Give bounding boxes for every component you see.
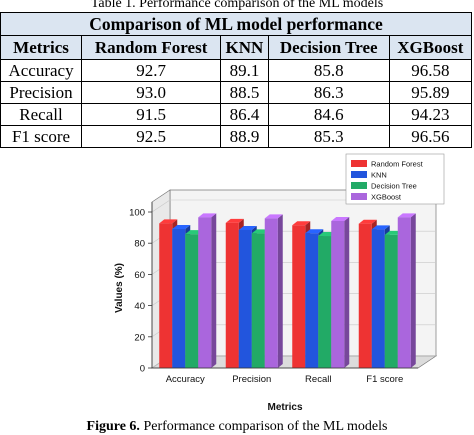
figure-caption-text: Performance comparison of the ML models bbox=[143, 419, 388, 434]
y-tick-label: 20 bbox=[134, 332, 145, 343]
x-tick-label: Precision bbox=[232, 374, 271, 385]
bar-side bbox=[410, 213, 416, 368]
legend-label: KNN bbox=[371, 171, 387, 180]
legend-swatch bbox=[351, 193, 367, 200]
bar-chart: 0 20 40 60 80 100 Accuracy Precision Recall F1 s… bbox=[114, 153, 445, 413]
bar bbox=[198, 213, 217, 368]
bar-side bbox=[211, 213, 217, 368]
legend-label: Decision Tree bbox=[371, 182, 417, 191]
table-row: Recall 91.5 86.4 84.6 94.23 bbox=[0, 103, 473, 126]
bar-top bbox=[172, 225, 191, 230]
bar-top bbox=[225, 218, 244, 223]
legend-swatch bbox=[351, 182, 367, 189]
bar-top bbox=[159, 219, 178, 224]
bar-front bbox=[358, 223, 372, 368]
x-tick-label: Recall bbox=[305, 374, 331, 385]
y-tick-label: 0 bbox=[140, 364, 145, 375]
bar-front bbox=[238, 229, 252, 368]
header-random-forest: Random Forest bbox=[81, 35, 222, 60]
header-xgboost: XGBoost bbox=[388, 35, 473, 60]
header-knn: KNN bbox=[220, 35, 269, 60]
bar-top bbox=[198, 213, 217, 218]
bar bbox=[397, 213, 416, 368]
cell-value: 92.5 bbox=[81, 125, 222, 148]
bar-side bbox=[344, 217, 350, 368]
bar-side bbox=[277, 214, 283, 368]
x-axis-label: Metrics bbox=[267, 402, 302, 413]
cell-value: 88.5 bbox=[220, 81, 269, 104]
cell-value: 86.3 bbox=[267, 81, 390, 104]
bar-front bbox=[264, 218, 278, 368]
bar-front bbox=[371, 229, 385, 368]
cell-value: 88.9 bbox=[220, 125, 269, 148]
cell-value: 85.3 bbox=[267, 125, 390, 148]
y-axis-label: Values (%) bbox=[114, 263, 125, 313]
header-decision-tree: Decision Tree bbox=[267, 35, 390, 60]
bar-front bbox=[397, 217, 411, 368]
bar-front bbox=[198, 217, 212, 368]
y-axis: 0 20 40 60 80 100 bbox=[129, 202, 153, 375]
row-metric: Accuracy bbox=[0, 59, 83, 82]
y-tick-label: 60 bbox=[134, 270, 145, 281]
y-tick-label: 80 bbox=[134, 239, 145, 250]
x-tick-label: F1 score bbox=[366, 374, 403, 385]
bar-front bbox=[172, 229, 186, 368]
bar-front bbox=[251, 233, 265, 368]
legend-label: Random Forest bbox=[371, 160, 424, 169]
chart-legend: Random Forest KNN Decision Tree XGBoost bbox=[345, 153, 445, 205]
bar-top bbox=[397, 213, 416, 218]
x-tick-label: Accuracy bbox=[166, 374, 205, 385]
legend-swatch bbox=[351, 160, 367, 167]
table-row: F1 score 92.5 88.9 85.3 96.56 bbox=[0, 125, 473, 148]
chart-bars bbox=[159, 213, 416, 368]
bar-top bbox=[371, 225, 390, 230]
bar-front bbox=[225, 222, 239, 368]
cell-value: 93.0 bbox=[81, 81, 222, 104]
bar-top bbox=[238, 225, 257, 230]
table-title: Comparison of ML model performance bbox=[0, 12, 472, 36]
cell-value: 95.89 bbox=[388, 81, 473, 104]
cell-value: 89.1 bbox=[220, 59, 269, 82]
header-metrics: Metrics bbox=[0, 35, 83, 60]
row-metric: Precision bbox=[0, 81, 83, 104]
bar-front bbox=[185, 234, 199, 368]
cell-value: 84.6 bbox=[267, 103, 390, 126]
y-tick-label: 40 bbox=[134, 301, 145, 312]
bar-top bbox=[292, 221, 311, 226]
table-caption: Table 1. Performance comparison of the M… bbox=[90, 0, 384, 11]
table-row: Precision 93.0 88.5 86.3 95.89 bbox=[0, 81, 473, 104]
cell-value: 94.23 bbox=[388, 103, 473, 126]
table-row: Accuracy 92.7 89.1 85.8 96.58 bbox=[0, 59, 473, 82]
bar-top bbox=[331, 217, 350, 222]
gridline bbox=[151, 199, 171, 213]
cell-value: 86.4 bbox=[220, 103, 269, 126]
bar-front bbox=[305, 233, 319, 368]
y-tick-label: 100 bbox=[129, 208, 145, 219]
bar-front bbox=[159, 223, 173, 368]
legend-swatch bbox=[351, 171, 367, 178]
legend-label: XGBoost bbox=[371, 193, 402, 202]
bar bbox=[264, 214, 283, 368]
figure-caption: Figure 6. Performance comparison of the … bbox=[0, 419, 474, 435]
cell-value: 91.5 bbox=[81, 103, 222, 126]
x-axis: Accuracy Precision Recall F1 score bbox=[152, 367, 418, 385]
cell-value: 96.56 bbox=[388, 125, 473, 148]
bar-top bbox=[305, 229, 324, 234]
row-metric: Recall bbox=[0, 103, 83, 126]
figure-label: Figure 6. bbox=[86, 419, 140, 434]
comparison-table: Comparison of ML model performance Metri… bbox=[0, 12, 473, 148]
bar-front bbox=[384, 234, 398, 368]
bar bbox=[331, 217, 350, 368]
bar-top bbox=[358, 219, 377, 224]
cell-value: 96.58 bbox=[388, 59, 473, 82]
bar-front bbox=[292, 225, 306, 368]
bar-top bbox=[264, 214, 283, 219]
bar-front bbox=[331, 221, 345, 368]
row-metric: F1 score bbox=[0, 125, 83, 148]
cell-value: 92.7 bbox=[81, 59, 222, 82]
cell-value: 85.8 bbox=[267, 59, 390, 82]
bar-front bbox=[318, 236, 332, 368]
